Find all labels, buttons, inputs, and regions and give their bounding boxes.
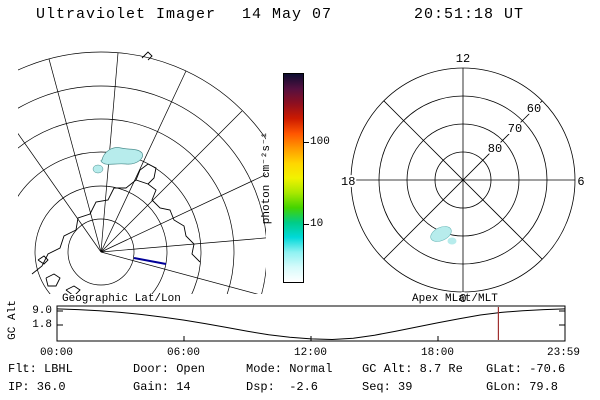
altitude-ylabel: GC Alt [7,300,19,340]
colorbar-units-label: photon cm⁻²s⁻¹ [261,131,273,225]
terminator-line [133,257,167,265]
colorbar-tick-100-mark [304,142,309,143]
apex-grid [350,67,576,293]
status-gc-alt: GC Alt: 8.7 Re [362,362,463,376]
status-ip: IP: 36.0 [8,380,66,394]
apex-map: 12 18 6 0 60 70 80 [340,50,587,308]
aurora-patch-geo [100,147,143,165]
altitude-plot-ticks [57,310,565,341]
status-flt: Flt: LBHL [8,362,73,376]
mlt-label-0: 0 [459,292,466,306]
status-seq: Seq: 39 [362,380,413,394]
mlat-label-70: 70 [508,122,522,136]
status-glon: GLon: 79.8 [486,380,559,394]
instrument-title: Ultraviolet Imager [36,6,217,23]
geographic-map [18,51,266,294]
geo-graticule [18,51,266,294]
colorbar-tick-10: 10 [310,218,324,230]
mlat-label-80: 80 [488,142,502,156]
colorbar-gradient [283,73,304,283]
xtick-1800: 18:00 [421,347,455,359]
aurora-patch-geo-small [92,164,104,174]
status-dsp: Dsp: -2.6 [246,380,319,394]
date-label: 14 May 07 [242,6,333,23]
status-mode: Mode: Normal [246,362,333,376]
colorbar-tick-100: 100 [310,136,330,148]
altitude-plot-frame [56,305,566,342]
altitude-curve [56,308,566,341]
geo-coastline [31,51,201,294]
mlt-label-6: 6 [577,175,584,189]
geographic-map-caption: Geographic Lat/Lon [62,293,181,305]
mlat-label-60: 60 [527,102,541,116]
apex-map-caption: Apex MLat/MLT [412,293,498,305]
altitude-ytick-bottom: 1.8 [32,319,52,331]
mlt-label-12: 12 [456,52,470,66]
colorbar-tick-10-mark [304,224,309,225]
status-door: Door: Open [133,362,206,376]
xtick-0000: 00:00 [40,347,74,359]
aurora-patch-apex [430,226,452,242]
aurora-patch-apex-small [447,237,457,245]
status-gain: Gain: 14 [133,380,191,394]
altitude-plot [56,305,566,342]
altitude-ytick-top: 9.0 [32,305,52,317]
xtick-2359: 23:59 [547,347,581,359]
status-glat: GLat: -70.6 [486,362,566,376]
xtick-0600: 06:00 [167,347,201,359]
time-label: 20:51:18 UT [414,6,525,23]
mlt-label-18: 18 [341,175,355,189]
xtick-1200: 12:00 [294,347,328,359]
